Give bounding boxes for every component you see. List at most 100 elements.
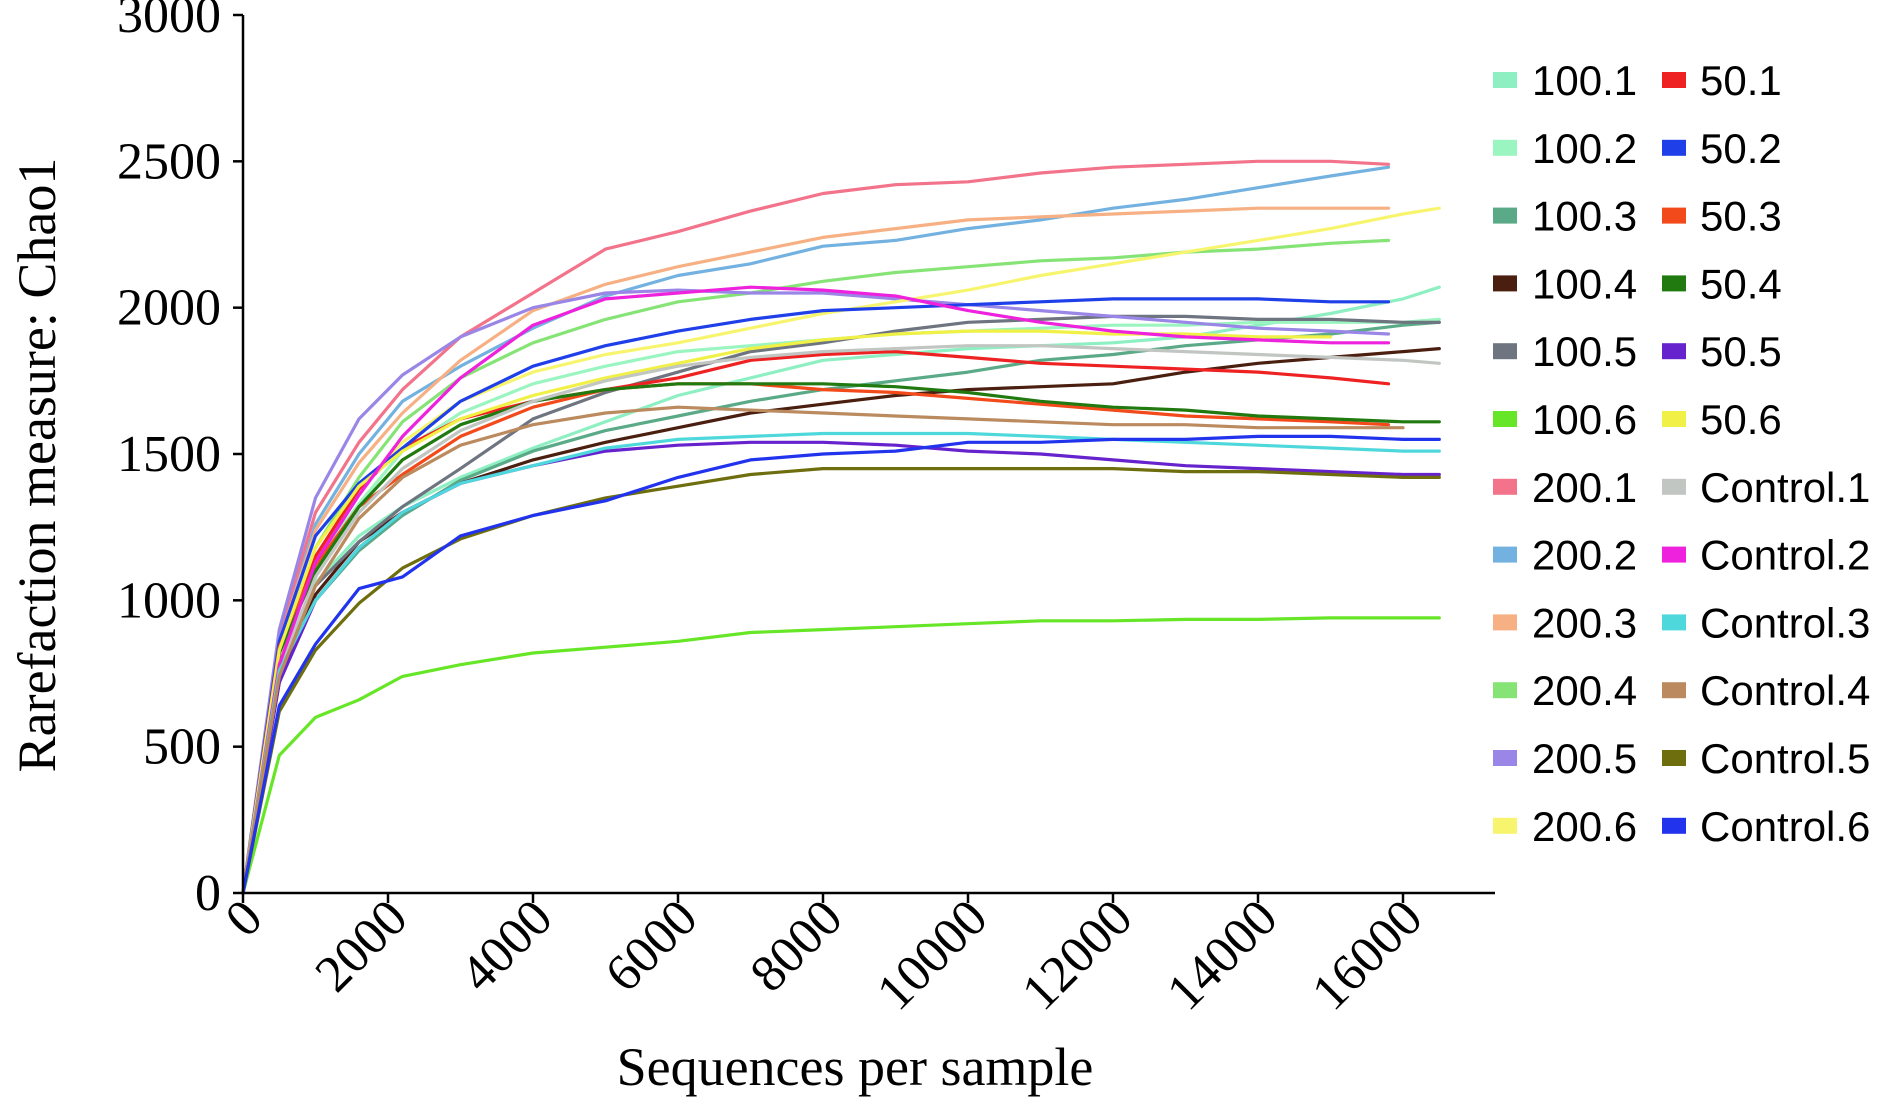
legend-swatch: [1493, 614, 1517, 631]
legend-label: Control.3: [1700, 599, 1870, 646]
legend-swatch: [1662, 546, 1686, 563]
x-axis-title: Sequences per sample: [617, 1037, 1094, 1097]
legend-swatch: [1493, 343, 1517, 360]
legend-swatch: [1493, 207, 1517, 224]
legend-swatch: [1493, 750, 1517, 766]
legend-item-100-4: 100.4: [1493, 260, 1637, 307]
legend-swatch: [1662, 275, 1686, 292]
legend-label: Control.1: [1700, 464, 1870, 511]
x-tick-label: 10000: [866, 889, 998, 1021]
series-line-50-6: [241, 329, 1333, 895]
legend-swatch: [1493, 682, 1517, 699]
x-tick-label: 4000: [450, 889, 564, 1003]
legend-label: Control.2: [1700, 532, 1870, 579]
legend-label: 50.4: [1700, 260, 1782, 307]
series-line-control-6: [241, 434, 1441, 895]
legend-label: 200.5: [1532, 735, 1637, 782]
series-line-200-2: [241, 165, 1391, 895]
legend-item-control-1: Control.1: [1662, 464, 1870, 511]
series-line-control-2: [241, 285, 1391, 895]
legend-item-200-3: 200.3: [1493, 599, 1637, 646]
legend-item-control-5: Control.5: [1662, 735, 1870, 782]
legend-item-control-4: Control.4: [1662, 667, 1870, 714]
y-ticks: 0 500 1000 1500 2000 2500 3000: [117, 0, 243, 922]
x-tick-label: 8000: [740, 889, 854, 1003]
y-tick-label: 1500: [117, 426, 221, 483]
series-line-control-3: [241, 431, 1441, 895]
series-line-control-4: [241, 405, 1405, 895]
legend-label: 100.3: [1532, 193, 1637, 240]
legend-label: 50.5: [1700, 328, 1782, 375]
legend-item-control-3: Control.3: [1662, 599, 1870, 646]
legend-label: Control.6: [1700, 803, 1870, 850]
legend-label: 200.1: [1532, 464, 1637, 511]
legend-item-100-2: 100.2: [1493, 125, 1637, 172]
legend-swatch: [1662, 478, 1686, 495]
series-line-200-3: [241, 206, 1391, 895]
legend-item-50-2: 50.2: [1662, 125, 1782, 172]
y-tick-label: 2500: [117, 133, 221, 190]
legend-label: 100.4: [1532, 260, 1637, 307]
legend-label: 50.2: [1700, 125, 1782, 172]
legend-swatch: [1493, 139, 1517, 156]
legend-label: 200.2: [1532, 532, 1637, 579]
legend-label: 50.1: [1700, 57, 1782, 104]
legend-item-50-5: 50.5: [1662, 328, 1782, 375]
legend-item-200-6: 200.6: [1493, 803, 1637, 850]
legend-swatch: [1493, 411, 1517, 427]
legend-label: 50.6: [1700, 396, 1782, 443]
legend-item-50-4: 50.4: [1662, 260, 1782, 307]
series-line-50-4: [241, 382, 1441, 895]
series-layer: [241, 159, 1441, 895]
legend-item-200-4: 200.4: [1493, 667, 1637, 714]
legend-item-control-2: Control.2: [1662, 532, 1870, 579]
legend-swatch: [1662, 207, 1686, 224]
series-line-50-2: [241, 297, 1391, 895]
legend-swatch: [1493, 817, 1517, 834]
legend-swatch: [1662, 139, 1686, 156]
series-line-200-1: [241, 159, 1391, 895]
series-line-50-5: [241, 440, 1441, 895]
series-line-control-1: [241, 344, 1441, 895]
x-tick-label: 16000: [1301, 889, 1433, 1021]
legend-item-50-6: 50.6: [1662, 396, 1782, 443]
legend-label: 200.3: [1532, 599, 1637, 646]
legend-label: 100.5: [1532, 328, 1637, 375]
series-line-control-5: [241, 467, 1441, 895]
legend-swatch: [1493, 478, 1517, 495]
legend-item-50-3: 50.3: [1662, 193, 1782, 240]
legend-swatch: [1493, 72, 1517, 88]
y-tick-label: 0: [195, 865, 221, 922]
legend-label: Control.5: [1700, 735, 1870, 782]
x-tick-label: 2000: [305, 889, 419, 1003]
y-tick-label: 2000: [117, 280, 221, 337]
y-tick-label: 500: [143, 719, 221, 776]
legend-item-control-6: Control.6: [1662, 803, 1870, 850]
legend-item-100-1: 100.1: [1493, 57, 1637, 104]
legend-swatch: [1662, 343, 1686, 360]
x-tick-label: 14000: [1156, 889, 1288, 1021]
legend-item-200-1: 200.1: [1493, 464, 1637, 511]
legend-swatch: [1662, 411, 1686, 427]
legend-swatch: [1493, 275, 1517, 292]
legend-label: 200.4: [1532, 667, 1637, 714]
x-ticks: 0 2000 4000 6000 8000 10000 12000 14000 16000: [215, 889, 1434, 1021]
legend-item-100-6: 100.6: [1493, 396, 1637, 443]
series-line-200-5: [241, 288, 1391, 895]
y-tick-label: 3000: [117, 0, 221, 44]
legend: 100.1 100.2 100.3 100.4 100.5 100.6 200.1 200.2…: [1493, 57, 1870, 850]
legend-item-200-2: 200.2: [1493, 532, 1637, 579]
legend-swatch: [1493, 546, 1517, 563]
legend-label: 100.6: [1532, 396, 1637, 443]
legend-label: 100.1: [1532, 57, 1637, 104]
series-line-50-1: [241, 350, 1391, 895]
y-tick-label: 1000: [117, 572, 221, 629]
legend-item-100-3: 100.3: [1493, 193, 1637, 240]
legend-swatch: [1662, 817, 1686, 834]
legend-label: 50.3: [1700, 193, 1782, 240]
legend-label: 100.2: [1532, 125, 1637, 172]
legend-swatch: [1662, 614, 1686, 631]
series-line-100-1: [241, 285, 1441, 895]
x-tick-label: 12000: [1011, 889, 1143, 1021]
